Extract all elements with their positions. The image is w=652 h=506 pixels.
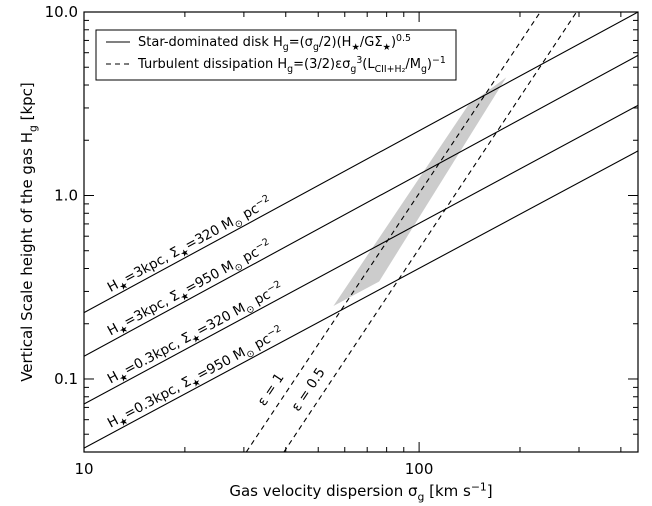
plot-frame: [83, 11, 639, 453]
x-tick-label: 10: [74, 460, 93, 478]
series-line-6: [283, 12, 577, 452]
x-axis-label: Gas velocity dispersion σg [km s−1]: [229, 480, 492, 503]
y-tick-label: 1.0: [54, 187, 78, 205]
series-line-4: [84, 150, 638, 449]
series-line-2: [84, 54, 638, 357]
series-line-3: [84, 104, 638, 405]
epsilon-label-2: ε = 0.5: [288, 365, 328, 414]
y-axis-label: Vertical Scale height of the gas Hg [kpc…: [18, 82, 40, 382]
series-line-5: [245, 12, 541, 452]
legend-entry-1: Star-dominated disk Hg=(σg/2)(H★/GΣ★)0.5: [138, 33, 411, 53]
x-tick-label: 100: [405, 460, 434, 478]
series-line-1: [84, 12, 638, 314]
legend-box: [95, 29, 457, 81]
labels: 10 100 0.1 1.0 10.0 Gas velocity dispersion σ…: [18, 3, 493, 504]
epsilon-label-1: ε = 1: [254, 370, 287, 409]
plot-area: [84, 12, 638, 452]
legend-entry-2: Turbulent dissipation Hg=(3/2)εσg3(LCII+…: [137, 55, 446, 75]
y-tick-label: 0.1: [54, 370, 78, 388]
shaded-region: [333, 77, 507, 306]
axes-frame: [83, 11, 639, 453]
y-tick-label: 10.0: [45, 3, 78, 21]
